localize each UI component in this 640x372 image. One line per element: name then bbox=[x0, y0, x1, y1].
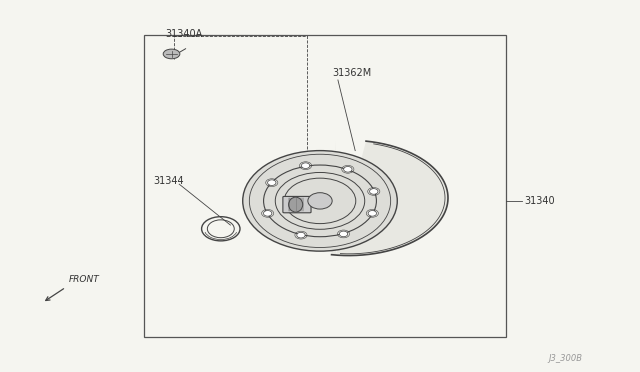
Ellipse shape bbox=[301, 163, 310, 169]
Text: 31344: 31344 bbox=[154, 176, 184, 186]
Text: J3_300B: J3_300B bbox=[548, 354, 582, 363]
Ellipse shape bbox=[264, 211, 272, 216]
Ellipse shape bbox=[243, 151, 397, 251]
Ellipse shape bbox=[268, 180, 276, 185]
Ellipse shape bbox=[308, 193, 332, 209]
Ellipse shape bbox=[289, 197, 303, 212]
Ellipse shape bbox=[344, 167, 352, 172]
Ellipse shape bbox=[339, 231, 348, 237]
Ellipse shape bbox=[368, 211, 376, 216]
Text: 31362M: 31362M bbox=[333, 68, 372, 78]
Text: FRONT: FRONT bbox=[69, 275, 100, 284]
Text: 31340: 31340 bbox=[525, 196, 556, 206]
Text: 31340A: 31340A bbox=[165, 29, 202, 39]
Ellipse shape bbox=[370, 189, 378, 194]
FancyBboxPatch shape bbox=[283, 196, 311, 213]
Bar bbox=[144, 35, 506, 337]
Ellipse shape bbox=[297, 232, 305, 238]
Polygon shape bbox=[332, 141, 448, 256]
Circle shape bbox=[163, 49, 180, 59]
